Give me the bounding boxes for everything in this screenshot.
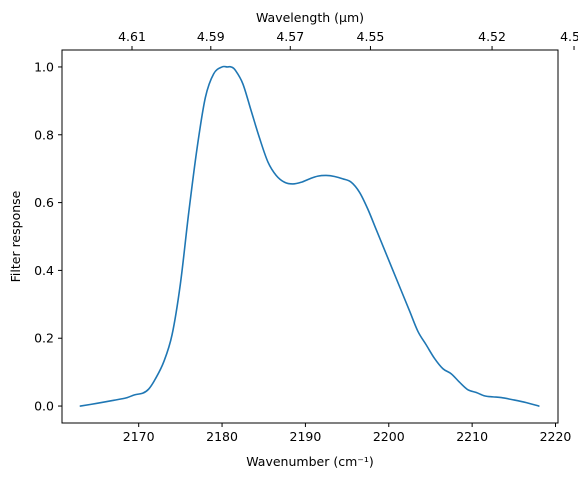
x-tick-label: 2200 — [373, 429, 405, 444]
top-tick-label: 4.59 — [197, 29, 225, 44]
x-tick-label: 2180 — [206, 429, 238, 444]
top-tick-label: 4.57 — [276, 29, 304, 44]
y-tick-label: 0.8 — [34, 127, 54, 142]
top-tick-label: 4.52 — [478, 29, 506, 44]
x-tick-label: 2220 — [540, 429, 572, 444]
y-axis-title: Filter response — [8, 190, 23, 282]
series-line — [79, 65, 540, 407]
y-tick-label: 0.2 — [34, 331, 54, 346]
y-tick-label: 0.6 — [34, 195, 54, 210]
x-axis-title: Wavenumber (cm⁻¹) — [246, 454, 373, 469]
x-tick-label: 2210 — [456, 429, 488, 444]
y-tick-label: 0.0 — [34, 399, 54, 414]
y-tick-label: 0.4 — [34, 263, 54, 278]
x-tick-label: 2170 — [123, 429, 155, 444]
top-axis-title: Wavelength (μm) — [256, 10, 364, 25]
top-tick-label: 4.55 — [357, 29, 385, 44]
y-tick-label: 1.0 — [34, 59, 54, 74]
plot-area — [61, 49, 559, 424]
top-tick-label: 4.61 — [118, 29, 146, 44]
ticks-layer: 2170 2180 2190 2200 2210 2220 0.0 0.2 0.4 0.6 0.8 1… — [34, 29, 578, 444]
x-tick-label: 2190 — [290, 429, 322, 444]
series-layer — [79, 65, 540, 407]
top-tick-label: 4.50 — [560, 29, 578, 44]
